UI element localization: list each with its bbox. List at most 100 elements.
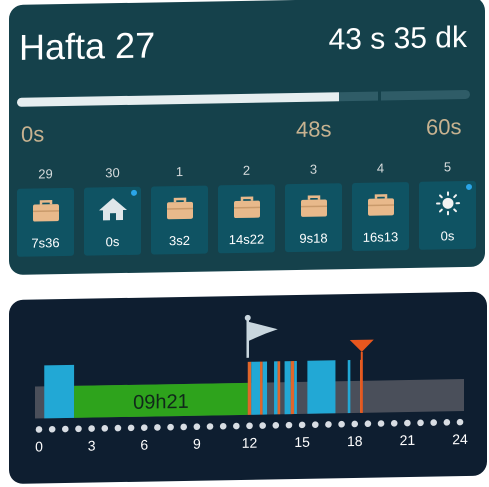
day-tile[interactable]: 16s13	[352, 182, 409, 252]
axis-dot	[180, 423, 188, 431]
axis-dot	[48, 425, 56, 433]
day-duration: 14s22	[228, 231, 265, 248]
day-item[interactable]: 2 14s22	[218, 162, 275, 254]
progress-remaining	[339, 89, 470, 102]
flag-icon	[248, 321, 278, 341]
day-item[interactable]: 30 0s	[84, 165, 141, 256]
day-duration: 7s36	[31, 235, 60, 251]
current-time-marker-icon	[349, 339, 374, 352]
axis-dot	[404, 419, 411, 427]
day-duration: 0s	[105, 234, 120, 250]
briefcase-icon	[151, 196, 208, 221]
progress-label-max: 60s	[426, 114, 462, 140]
week-progress-bar	[17, 89, 470, 107]
hour-tick-label: 21	[400, 432, 416, 448]
axis-dot	[390, 419, 398, 427]
hour-tick-label: 12	[242, 435, 258, 451]
day-tile[interactable]: 0s	[84, 186, 141, 256]
status-dot	[131, 189, 137, 196]
break-block	[260, 361, 263, 415]
briefcase-icon	[352, 192, 409, 217]
day-item[interactable]: 3 9s18	[285, 161, 342, 253]
axis-dot	[167, 423, 174, 431]
axis-dot	[101, 425, 109, 432]
day-number: 1	[175, 163, 184, 180]
work-block	[44, 364, 75, 419]
axis-dot	[233, 422, 240, 430]
day-tile[interactable]: 0s	[419, 180, 476, 250]
axis-dot	[219, 422, 227, 430]
axis-dot	[285, 421, 293, 429]
axis-dot	[154, 424, 161, 431]
hour-tick-label: 18	[347, 433, 363, 449]
day-tile[interactable]: 14s22	[218, 184, 275, 254]
break-block	[290, 361, 295, 415]
axis-dot	[35, 426, 43, 433]
axis-dot	[88, 425, 95, 432]
week-title: Hafta 27	[19, 24, 156, 68]
axis-dot	[272, 422, 280, 429]
progress-target-marker	[378, 90, 381, 102]
day-duration: 16s13	[362, 229, 399, 245]
week-summary-card[interactable]: Hafta 27 43 s 35 dk 0s 48s 60s 29 7s36 30 0…	[9, 0, 485, 276]
hour-tick-label: 15	[294, 434, 310, 450]
work-block	[262, 361, 268, 415]
axis-dot	[417, 419, 424, 427]
axis-dot	[377, 420, 385, 427]
day-tile[interactable]: 3s2	[151, 185, 208, 255]
day-item[interactable]: 29 7s36	[17, 166, 74, 257]
day-duration: 3s2	[169, 232, 190, 249]
axis-dot	[140, 424, 148, 431]
week-total-time: 43 s 35 dk	[328, 21, 467, 57]
axis-dot	[206, 423, 214, 430]
day-list: 29 7s36 30 0s 1 3s2 2 14s22 3 9s18 4 16s13 5 0s	[17, 159, 476, 257]
briefcase-icon	[17, 198, 74, 223]
axis-dot	[298, 421, 306, 429]
day-tile[interactable]: 7s36	[17, 187, 74, 257]
drive-duration-label: 09h21	[133, 391, 189, 414]
day-item[interactable]: 5 0s	[419, 159, 476, 250]
day-number: 4	[376, 160, 385, 176]
day-number: 29	[38, 166, 53, 182]
axis-dot	[193, 423, 201, 431]
day-number: 3	[309, 161, 318, 177]
work-block	[294, 360, 297, 415]
day-timeline-chart: 09h21 0 3 6 9 12 15 18 21 24	[35, 314, 468, 455]
briefcase-icon	[218, 194, 275, 219]
axis-dot	[351, 420, 359, 428]
axis-dot	[75, 425, 82, 433]
axis-dot	[456, 418, 464, 426]
day-timeline-card[interactable]: 09h21 0 3 6 9 12 15 18 21 24	[9, 291, 487, 484]
axis-dot	[114, 424, 122, 432]
day-duration: 0s	[440, 228, 455, 244]
axis-dot	[311, 421, 319, 428]
work-block	[274, 361, 278, 415]
axis-dot	[127, 424, 135, 432]
drive-block	[74, 382, 248, 418]
work-block	[284, 361, 291, 415]
axis-dot	[325, 421, 332, 428]
day-item[interactable]: 1 3s2	[151, 164, 208, 255]
day-number: 5	[443, 159, 452, 175]
day-duration: 9s18	[299, 230, 328, 246]
work-block	[251, 361, 261, 415]
axis-dot	[259, 422, 266, 429]
hour-tick-label: 24	[452, 431, 468, 447]
axis-dot	[430, 419, 437, 426]
axis-dot	[62, 425, 69, 433]
status-dot	[466, 183, 472, 191]
progress-fill	[17, 92, 339, 107]
axis-dot	[338, 420, 345, 428]
hour-tick-label: 6	[140, 437, 148, 453]
briefcase-icon	[285, 193, 342, 218]
hour-tick-label: 3	[88, 437, 96, 453]
axis-dot	[364, 420, 372, 428]
progress-label-target: 48s	[296, 116, 332, 142]
hour-tick-label: 9	[193, 436, 201, 452]
day-tile[interactable]: 9s18	[285, 183, 342, 253]
progress-label-start: 0s	[21, 121, 45, 147]
axis-dot	[443, 419, 451, 426]
sun-icon	[419, 191, 476, 216]
flag-pole-top	[244, 314, 251, 321]
day-item[interactable]: 4 16s13	[352, 160, 409, 252]
